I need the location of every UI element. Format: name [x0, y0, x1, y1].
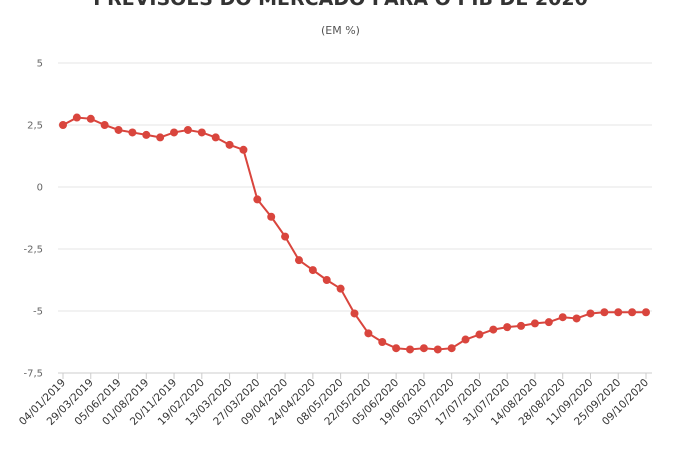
data-point[interactable]	[558, 313, 567, 322]
data-point[interactable]	[267, 212, 276, 221]
data-point[interactable]	[364, 329, 373, 338]
data-point[interactable]	[225, 140, 234, 149]
data-point[interactable]	[156, 133, 165, 142]
data-point[interactable]	[433, 345, 442, 354]
data-point[interactable]	[170, 128, 179, 137]
data-point[interactable]	[211, 133, 220, 142]
data-point[interactable]	[461, 335, 470, 344]
axis-layer: 5 2,5 0 -2,5 -5 -7,5	[23, 59, 652, 380]
data-point[interactable]	[253, 195, 262, 204]
data-point[interactable]	[100, 121, 109, 129]
chart-title: PREVISÕES DO MERCADO PARA O PIB DE 2020	[0, 0, 681, 10]
y-tick-label: -5	[33, 307, 43, 318]
data-point[interactable]	[128, 128, 137, 137]
data-point[interactable]	[419, 344, 428, 353]
data-point[interactable]	[614, 308, 623, 317]
data-point[interactable]	[86, 114, 95, 123]
data-point[interactable]	[517, 321, 526, 330]
data-point[interactable]	[308, 266, 317, 275]
data-point[interactable]	[350, 309, 359, 318]
x-tick-label-layer: 04/01/201929/03/201905/06/201901/08/2019…	[17, 377, 651, 428]
data-point[interactable]	[406, 345, 415, 354]
data-point[interactable]	[600, 308, 609, 317]
data-point[interactable]	[142, 130, 151, 139]
data-point[interactable]	[322, 276, 331, 284]
data-point[interactable]	[544, 318, 553, 327]
data-point[interactable]	[447, 344, 456, 353]
data-point[interactable]	[642, 308, 650, 317]
y-tick-label: 2,5	[27, 121, 43, 132]
data-point[interactable]	[392, 344, 401, 353]
data-point[interactable]	[239, 145, 248, 154]
y-tick-label: 5	[37, 59, 43, 70]
data-point[interactable]	[197, 128, 206, 137]
data-point[interactable]	[378, 338, 387, 346]
data-point[interactable]	[572, 314, 581, 323]
data-point[interactable]	[72, 113, 81, 122]
grid-layer	[58, 62, 652, 312]
series-layer	[59, 113, 650, 354]
chart-subtitle: (EM %)	[321, 24, 360, 37]
data-point[interactable]	[586, 309, 595, 318]
data-point[interactable]	[114, 125, 123, 134]
data-point[interactable]	[59, 121, 67, 129]
y-tick-label: 0	[37, 183, 43, 194]
data-point[interactable]	[628, 308, 637, 317]
data-point[interactable]	[183, 125, 192, 134]
data-point[interactable]	[489, 325, 498, 334]
data-point[interactable]	[336, 284, 345, 293]
data-point[interactable]	[294, 256, 303, 265]
y-tick-label: -2,5	[23, 245, 43, 256]
data-point[interactable]	[281, 232, 290, 241]
data-point[interactable]	[503, 323, 512, 332]
data-point[interactable]	[475, 330, 484, 339]
y-tick-label: -7,5	[23, 369, 43, 380]
data-point[interactable]	[530, 319, 539, 328]
